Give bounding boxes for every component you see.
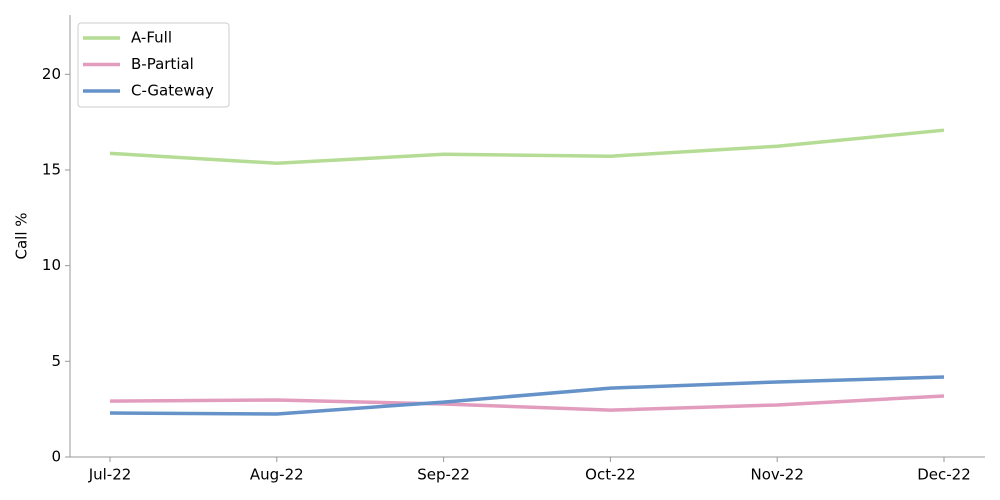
y-axis-label: Call % [13,212,31,259]
data-line [109,394,945,412]
y-tick-label: 20 [42,65,61,83]
x-tick-label: Dec-22 [917,466,971,484]
legend-label: C-Gateway [131,82,214,100]
legend: A-Full B-Partial C-Gateway [77,22,230,108]
y-tick-label: 10 [42,256,61,274]
x-tick-label: Oct-22 [585,466,635,484]
legend-label: A-Full [131,29,172,47]
data-line [109,128,945,166]
y-tick-label: 5 [51,352,61,370]
x-tick-label: Sep-22 [417,466,470,484]
y-tick-label: 15 [42,160,61,178]
x-tick-label: Jul-22 [88,466,132,484]
x-tick-label: Nov-22 [751,466,804,484]
data-line [109,375,945,416]
x-tick-label: Aug-22 [250,466,304,484]
legend-box [77,22,230,108]
legend-label: B-Partial [131,55,194,73]
y-tick-label: 0 [51,448,61,466]
